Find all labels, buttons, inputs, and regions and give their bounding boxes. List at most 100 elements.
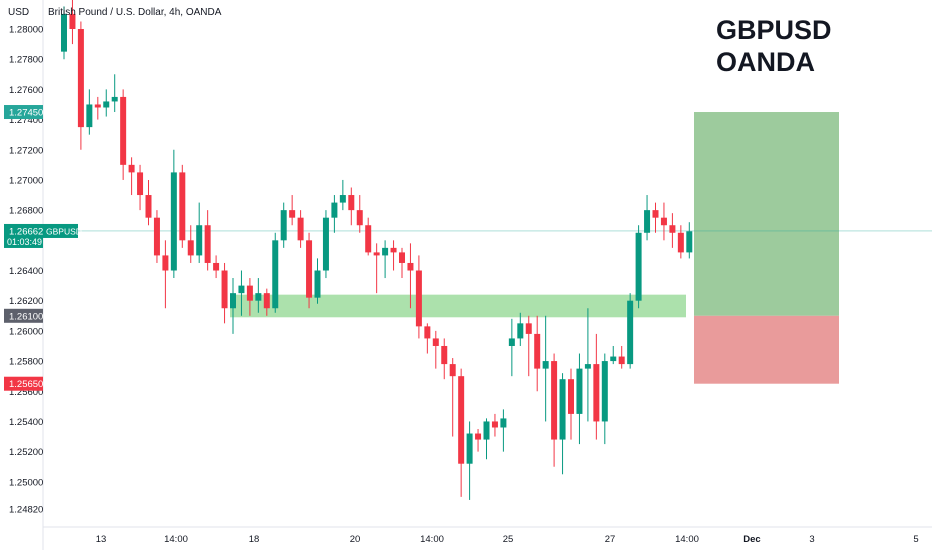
candle [94,96,101,120]
candle-body [441,345,448,365]
candle-body [263,293,270,309]
candle [128,157,135,196]
symbol-tag-label: GBPUSD [46,226,82,236]
candle-body [686,231,693,253]
candle [635,225,642,309]
candle-body [660,217,667,226]
candle [500,409,507,452]
symbol-title[interactable]: British Pound / U.S. Dollar, 4h, OANDA [48,7,222,18]
candle-body [179,172,186,241]
candle-body [365,225,372,253]
price-tick-label: 1.26800 [9,206,43,217]
candle [441,338,448,380]
candle-body [475,433,482,440]
time-tick-label: 14:00 [164,534,188,545]
candle [415,255,422,339]
time-tick-label: 18 [249,534,260,545]
candle [517,312,524,346]
candle [69,0,76,45]
candle-body [618,356,625,365]
candle [475,429,482,452]
candle [306,232,313,309]
candle-body [483,421,490,440]
candle-body [94,104,101,108]
candle [162,240,169,309]
candle-body [610,356,617,362]
candle-body [593,364,600,422]
candle [204,210,211,271]
candle-body [635,232,642,301]
target-zone [694,112,839,316]
candle-body [213,262,220,271]
candle [289,195,296,226]
candle-body [601,361,608,422]
candle [551,353,558,467]
candle-body [289,210,296,218]
current-price-label: 1.26662 [9,226,43,237]
candle [272,232,279,313]
candle-body [644,210,651,233]
candle [103,89,110,117]
candle [263,288,270,316]
candle [432,330,439,369]
candle-body [458,376,465,464]
candle-body [390,247,397,253]
candle [137,164,144,211]
candle-body [415,270,422,327]
time-tick-label: 14:00 [675,534,699,545]
candle-body [111,96,118,102]
candle [365,217,372,256]
price-tick-label: 1.26200 [9,296,43,307]
current-price-badge-bg [4,223,43,248]
candle-body [559,379,566,440]
candle [348,187,355,226]
candle-body [500,418,507,428]
time-tick-label: 25 [503,534,514,545]
price-tick-label: 1.27800 [9,55,43,66]
target-price-badge-label: 1.27450 [9,108,43,119]
candle-body [61,13,67,52]
candle-body [551,361,558,440]
target-price-badge-bg [4,105,43,120]
candle-body [407,262,414,271]
candle-body [652,210,659,218]
candle-body [162,255,169,271]
candle-body [314,270,321,298]
candle-body [466,433,473,464]
candle [491,413,498,437]
candle [230,278,236,334]
candle [644,195,651,241]
candle [213,255,220,279]
candle [77,21,84,150]
entry-price-badge-bg [4,308,43,323]
candle [458,368,465,497]
candle-body [525,323,532,334]
time-tick-label: 20 [350,534,361,545]
candle [297,210,304,248]
price-tick-label: 1.25800 [9,357,43,368]
candle-body [669,225,676,233]
candle [618,345,625,369]
candle-body [120,96,127,165]
countdown-label: 01:03:49 [7,237,42,247]
candle-body [187,240,194,256]
candle [652,202,659,233]
candle [483,418,490,460]
price-tick-label: 1.27000 [9,175,43,186]
entry-price-badge-label: 1.26100 [9,311,43,322]
candle-body [255,293,262,301]
candle [322,210,329,279]
currency-label[interactable]: USD [8,7,30,18]
time-tick-label: 13 [96,534,107,545]
candle [534,315,541,392]
candle-body [128,164,135,173]
candle-body [297,217,304,241]
candle-body [534,333,541,369]
stop-zone [694,315,839,384]
time-tick-label: 27 [605,534,616,545]
price-tick-label: 1.27600 [9,85,43,96]
candle-body [576,368,583,414]
candle [120,89,127,180]
